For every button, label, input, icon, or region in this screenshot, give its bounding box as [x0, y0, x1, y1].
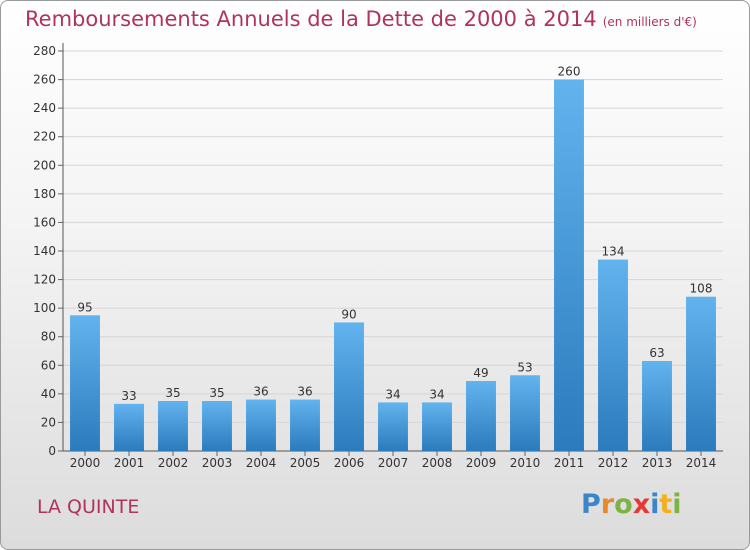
value-label: 108: [690, 282, 713, 296]
value-label: 63: [649, 346, 664, 360]
bar-2006: [334, 322, 364, 451]
bar-2011: [554, 79, 584, 452]
y-tick-label: 140: [33, 244, 56, 258]
bar-2014: [686, 296, 716, 451]
bar-2007: [378, 402, 408, 451]
bar-2010: [510, 375, 540, 451]
value-label: 36: [297, 385, 312, 399]
x-tick-label: 2004: [246, 456, 277, 470]
logo-letter: i: [650, 489, 660, 520]
value-label: 34: [385, 387, 400, 401]
x-tick-label: 2001: [114, 456, 145, 470]
bar-2001: [114, 403, 144, 451]
x-tick-label: 2013: [642, 456, 673, 470]
value-label: 53: [517, 360, 532, 374]
y-tick-label: 200: [33, 158, 56, 172]
proxiti-logo: Proxiti: [581, 489, 682, 520]
y-tick-label: 60: [41, 358, 56, 372]
logo-letter: t: [659, 489, 673, 520]
logo-letter: x: [632, 489, 651, 520]
bars: [70, 79, 716, 452]
y-tick-label: 20: [41, 415, 56, 429]
y-tick-label: 100: [33, 301, 56, 315]
y-tick-label: 280: [33, 44, 56, 58]
x-tick-label: 2000: [70, 456, 101, 470]
bar-2002: [158, 401, 188, 451]
value-label: 35: [165, 386, 180, 400]
x-tick-label: 2002: [158, 456, 189, 470]
x-tick-label: 2010: [510, 456, 541, 470]
value-label: 34: [429, 387, 444, 401]
x-tick-label: 2009: [466, 456, 497, 470]
y-tick-labels: 0 20 40 60 80 100 120 140 160 180 200 220 240 260 280: [33, 44, 56, 458]
value-label: 260: [558, 65, 581, 79]
x-tick-label: 2006: [334, 456, 365, 470]
bar-2013: [642, 361, 672, 451]
chart-unit: (en milliers d'€): [602, 15, 697, 29]
commune-name: LA QUINTE: [37, 496, 140, 518]
chart-title-text: Remboursements Annuels de la Dette de 20…: [25, 7, 597, 31]
value-label: 36: [253, 385, 268, 399]
x-tick-label: 2005: [290, 456, 321, 470]
value-labels: 95 33 35 35 36 36 90 34 34 49 53 260 134 63 108: [77, 65, 712, 403]
y-tick-label: 180: [33, 187, 56, 201]
y-tick-label: 220: [33, 130, 56, 144]
bar-2008: [422, 402, 452, 451]
logo-letter: i: [672, 489, 682, 520]
bar-2012: [598, 259, 628, 451]
x-tick-label: 2007: [378, 456, 409, 470]
y-tick-label: 260: [33, 73, 56, 87]
bar-2005: [290, 399, 320, 451]
x-tick-label: 2003: [202, 456, 233, 470]
logo-letter: P: [581, 489, 601, 520]
value-label: 49: [473, 366, 488, 380]
logo-letter: r: [600, 489, 615, 520]
x-tick-labels: 2000 2001 2002 2003 2004 2005 2006 2007 2008 2009…: [70, 451, 717, 470]
value-label: 95: [77, 300, 92, 314]
y-tick-label: 80: [41, 330, 56, 344]
logo-letter: o: [614, 489, 633, 520]
x-tick-label: 2008: [422, 456, 453, 470]
value-label: 35: [209, 386, 224, 400]
bar-2003: [202, 401, 232, 451]
bar-2004: [246, 399, 276, 451]
x-tick-label: 2014: [686, 456, 717, 470]
y-tick-label: 40: [41, 387, 56, 401]
value-label: 90: [341, 307, 356, 321]
y-tick-label: 120: [33, 273, 56, 287]
x-tick-label: 2011: [554, 456, 585, 470]
value-label: 33: [121, 389, 136, 403]
bar-2000: [70, 315, 100, 451]
y-tick-label: 160: [33, 215, 56, 229]
bar-2009: [466, 381, 496, 451]
chart-title: Remboursements Annuels de la Dette de 20…: [25, 7, 697, 31]
y-tick-label: 240: [33, 101, 56, 115]
x-tick-label: 2012: [598, 456, 629, 470]
value-label: 134: [602, 245, 625, 259]
y-tick-label: 0: [48, 444, 56, 458]
